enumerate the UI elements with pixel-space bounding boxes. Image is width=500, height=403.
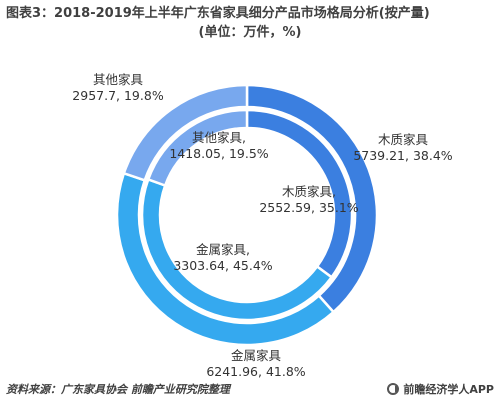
- inner-slice-label-2-value: 1418.05, 19.5%: [169, 146, 268, 161]
- inner-slice-label-1-name: 金属家具,: [196, 242, 250, 257]
- source-note: 资料来源：广东家具协会 前瞻产业研究院整理: [6, 383, 230, 396]
- outer-slice-label-2-value: 2957.7, 19.8%: [72, 88, 164, 103]
- outer-slice-label-1-name: 金属家具: [231, 348, 282, 363]
- brand-name: 前瞻经济学人APP: [403, 383, 494, 396]
- outer-slice-label-2-name: 其他家具: [93, 72, 144, 87]
- chart-title-line2: (单位：万件，%): [198, 25, 302, 40]
- inner-slice-label-0-name: 木质家具,: [282, 184, 336, 199]
- inner-slice-label-0-value: 2552.59, 35.1%: [259, 200, 358, 215]
- inner-slice-label-2: 其他家具, 1418.05, 19.5%: [169, 130, 268, 161]
- chart-title: 图表3：2018-2019年上半年广东省家具细分产品市场格局分析(按产量) (单…: [6, 4, 494, 42]
- brand-mark: 前瞻经济学人APP: [387, 381, 494, 397]
- inner-slice-label-2-name: 其他家具,: [192, 130, 246, 145]
- outer-slice-2: [122, 83, 249, 182]
- inner-slice-2: [146, 108, 249, 188]
- outer-slice-label-0-value: 5739.21, 38.4%: [353, 148, 452, 163]
- outer-slice-label-1: 金属家具 6241.96, 41.8%: [206, 348, 305, 379]
- outer-slice-label-1-value: 6241.96, 41.8%: [206, 364, 305, 379]
- inner-slice-label-1-value: 3303.64, 45.4%: [173, 258, 272, 273]
- outer-slice-label-2: 其他家具 2957.7, 19.8%: [72, 72, 164, 103]
- inner-slice-label-0: 木质家具, 2552.59, 35.1%: [259, 184, 358, 215]
- chart-title-line1: 图表3：2018-2019年上半年广东省家具细分产品市场格局分析(按产量): [6, 6, 430, 21]
- outer-slice-label-0-name: 木质家具: [378, 132, 429, 147]
- outer-slice-label-0: 木质家具 5739.21, 38.4%: [353, 132, 452, 163]
- brand-logo-icon: [387, 383, 400, 395]
- inner-slice-label-1: 金属家具, 3303.64, 45.4%: [173, 242, 272, 273]
